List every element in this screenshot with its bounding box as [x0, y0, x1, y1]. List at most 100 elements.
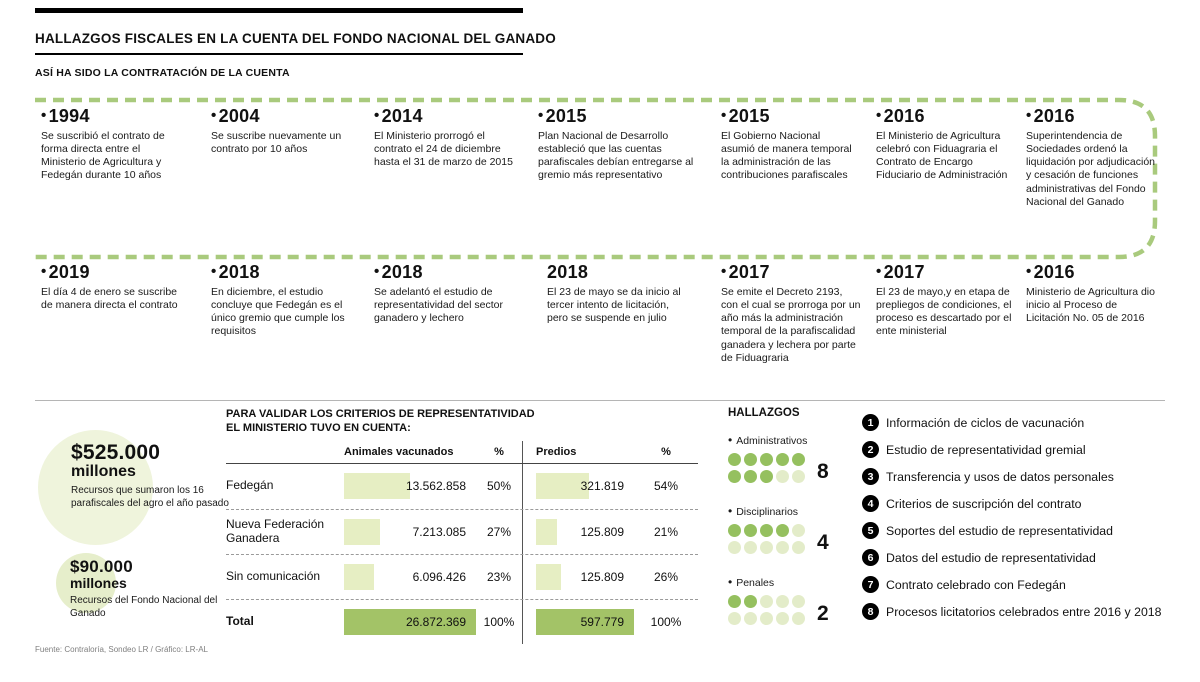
timeline-entry-2017b: 2017 El 23 de mayo,y en etapa de preplie…	[876, 262, 1016, 339]
header-predios: Predios	[536, 445, 577, 458]
finding-text: Soportes del estudio de representativida…	[886, 524, 1113, 538]
finding-text: Transferencia y usos de datos personales	[886, 470, 1114, 484]
timeline-text: Se emite el Decreto 2193, con el cual se…	[721, 286, 861, 364]
group-count: 8	[817, 460, 829, 483]
timeline-year: 2014	[374, 106, 514, 127]
group-label: Disciplinarios	[728, 504, 860, 518]
animales-pct: 100%	[483, 614, 515, 629]
animales-bar	[344, 473, 410, 500]
timeline-year: 2016	[1026, 262, 1161, 283]
timeline-text: Se suscribió el contrato de forma direct…	[41, 130, 165, 182]
table-vertical-rule	[522, 599, 536, 644]
finding-dot-empty	[728, 541, 741, 554]
finding-dot-empty	[744, 541, 757, 554]
timeline-year: 2017	[721, 262, 861, 283]
finding-dot-filled	[792, 453, 805, 466]
timeline-entry-2014: 2014 El Ministerio prorrogó el contrato …	[374, 106, 514, 169]
timeline-entry-2004: 2004 Se suscribe nuevamente un contrato …	[211, 106, 351, 156]
table-vertical-rule	[522, 509, 536, 554]
finding-dot-filled	[744, 453, 757, 466]
predios-bar	[536, 608, 634, 635]
finding-dot-filled	[760, 453, 773, 466]
number-badge: 5	[862, 522, 879, 539]
timeline-entry-1994: 1994 Se suscribió el contrato de forma d…	[41, 106, 186, 183]
predios-bar-cell: 597.779	[536, 600, 634, 644]
list-item: 2 Estudio de representatividad gremial	[862, 441, 1177, 458]
hallazgos-group-penales: Penales 2	[728, 575, 860, 625]
stat-fondo-ganado: $90.000 millones Recursos del Fondo Naci…	[70, 557, 228, 620]
finding-dot-filled	[760, 524, 773, 537]
animales-bar	[344, 608, 476, 635]
timeline-text: Ministerio de Agricultura dio inicio al …	[1026, 286, 1155, 325]
stat-parafiscales: $525.000 millones Recursos que sumaron l…	[71, 441, 229, 510]
number-badge: 2	[862, 441, 879, 458]
timeline-year: 2018	[547, 262, 589, 282]
representativity-table: PARA VALIDAR LOS CRITERIOS DE REPRESENTA…	[226, 407, 698, 644]
page-title: HALLAZGOS FISCALES EN LA CUENTA DEL FOND…	[35, 31, 556, 46]
finding-text: Datos del estudio de representatividad	[886, 551, 1096, 565]
table-title-line2: EL MINISTERIO TUVO EN CUENTA:	[226, 422, 411, 435]
animales-value: 6.096.426	[412, 569, 466, 584]
finding-dot-empty	[760, 595, 773, 608]
number-badge: 8	[862, 603, 879, 620]
top-rule	[35, 8, 523, 13]
hallazgos-group-administrativos: Administrativos 8	[728, 433, 860, 483]
list-item: 8 Procesos licitatorios celebrados entre…	[862, 603, 1177, 620]
hallazgos-group-disciplinarios: Disciplinarios 4	[728, 504, 860, 554]
number-badge: 4	[862, 495, 879, 512]
finding-text: Procesos licitatorios celebrados entre 2…	[886, 605, 1162, 619]
animales-value: 13.562.858	[405, 479, 466, 494]
number-badge: 7	[862, 576, 879, 593]
row-label: Sin comunicación	[226, 568, 321, 583]
list-item: 6 Datos del estudio de representatividad	[862, 549, 1177, 566]
number-badge: 6	[862, 549, 879, 566]
timeline-entry-2018b: 2018 Se adelantó el estudio de represent…	[374, 262, 519, 325]
timeline-entry-2018a: 2018 En diciembre, el estudio concluye q…	[211, 262, 361, 339]
timeline-year: 2019	[41, 262, 181, 283]
hallazgos-panel: HALLAZGOS Administrativos 8 Disciplinari…	[728, 407, 860, 646]
finding-text: Contrato celebrado con Fedegán	[886, 578, 1066, 592]
row-label: Fedegán	[226, 478, 274, 493]
animales-pct: 50%	[486, 479, 512, 494]
group-label: Administrativos	[728, 433, 860, 447]
stat-unit: millones	[71, 463, 136, 480]
timeline-text: El día 4 de enero se suscribe de manera …	[41, 286, 178, 312]
timeline-text: El 23 de mayo se da inicio al tercer int…	[547, 286, 681, 325]
animales-bar	[344, 518, 380, 545]
timeline-text: En diciembre, el estudio concluye que Fe…	[211, 286, 345, 338]
animales-pct: 23%	[486, 569, 512, 584]
finding-dot-filled	[760, 470, 773, 483]
finding-dot-filled	[744, 595, 757, 608]
timeline-text: Se suscribe nuevamente un contrato por 1…	[211, 130, 342, 156]
finding-dot-empty	[728, 612, 741, 625]
section-subtitle: ASÍ HA SIDO LA CONTRATACIÓN DE LA CUENTA	[35, 67, 290, 79]
group-count: 4	[817, 531, 829, 554]
list-item: 1 Información de ciclos de vacunación	[862, 414, 1177, 431]
table-vertical-rule	[522, 440, 536, 463]
timeline-entry-2016c: 2016 Ministerio de Agricultura dio inici…	[1026, 262, 1161, 325]
timeline-entry-2016a: 2016 El Ministerio de Agricultura celebr…	[876, 106, 1021, 183]
predios-pct: 54%	[653, 479, 679, 494]
group-label: Penales	[728, 575, 860, 589]
predios-value: 125.809	[580, 569, 624, 584]
header-pct2: %	[661, 445, 671, 458]
predios-bar	[536, 518, 557, 545]
timeline-year: 2018	[374, 262, 519, 283]
timeline-year: 2018	[211, 262, 361, 283]
timeline-year: 2017	[876, 262, 1016, 283]
finding-dot-filled	[776, 453, 789, 466]
stat-circle-large	[38, 430, 153, 545]
finding-dot-empty	[760, 612, 773, 625]
table-header-row: Animales vacunados % Predios %	[226, 440, 698, 464]
table-vertical-rule	[522, 463, 536, 509]
table-row-sin-comunicacion: Sin comunicación 6.096.426 23% 125.809 2…	[226, 553, 698, 599]
finding-text: Criterios de suscripción del contrato	[886, 497, 1082, 511]
table-title-line1: PARA VALIDAR LOS CRITERIOS DE REPRESENTA…	[226, 408, 535, 420]
timeline-text: El Gobierno Nacional asumió de manera te…	[721, 130, 852, 182]
predios-value: 321.819	[580, 479, 624, 494]
predios-bar-cell: 125.809	[536, 510, 634, 554]
finding-text: Información de ciclos de vacunación	[886, 416, 1085, 430]
list-item: 3 Transferencia y usos de datos personal…	[862, 468, 1177, 485]
predios-bar	[536, 473, 589, 500]
number-badge: 3	[862, 468, 879, 485]
